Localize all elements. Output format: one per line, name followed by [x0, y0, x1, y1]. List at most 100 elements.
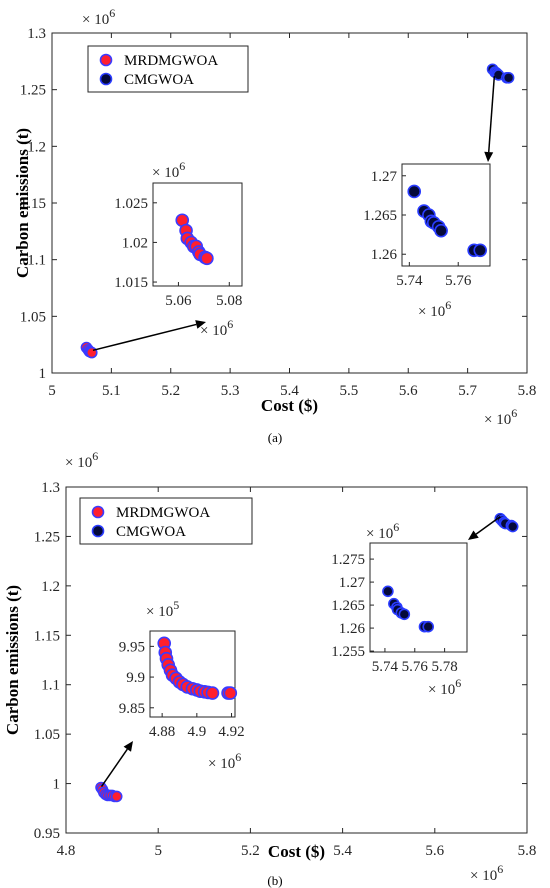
- panel-a-ytick-label: 1.2: [27, 139, 46, 155]
- panel-a-caption: (a): [268, 430, 282, 445]
- panel-b-inset-2-xtick-label: 5.78: [431, 659, 457, 675]
- panel-a-ytick-label: 1.05: [20, 309, 46, 325]
- panel-a-xtick-label: 5.7: [458, 383, 477, 399]
- panel-a-inset-2-xtick-label: 5.74: [396, 273, 423, 289]
- panel-b-x-axis-label: Cost ($): [268, 842, 325, 861]
- panel-a-ytick-label: 1: [39, 366, 47, 382]
- panel-a-arrow-2-shaft: [487, 76, 496, 153]
- panel-a-legend: [87, 45, 249, 93]
- panel-a-x-axis-label: Cost ($): [261, 396, 318, 415]
- panel-b-inset-1-xtick-label: 4.9: [187, 724, 206, 740]
- panel-a-legend-marker-cmgwoa: [99, 72, 113, 86]
- panel-a-inset-1-ytick-label: 1.025: [114, 196, 148, 212]
- panel-a-inset-2: 5.74 5.76 1.26 1.265 1.27: [363, 163, 491, 289]
- panel-a-xtick-label: 5.6: [399, 383, 418, 399]
- panel-a-inset-2-point-cmgwoa: [434, 223, 448, 238]
- panel-b-inset-2-xtick-label: 5.76: [402, 659, 429, 675]
- panel-b-inset-1-y-multiplier: × 105: [146, 598, 179, 620]
- panel-b-arrow-1-shaft: [100, 748, 128, 787]
- panel-b-point-mrdmgwoa: [110, 790, 123, 803]
- panel-a-y-multiplier: × 106: [82, 6, 115, 28]
- panel-b-inset-1: 4.88 4.9 4.92 9.85 9.9 9.95: [119, 630, 245, 740]
- panel-b-inset-2-point-cmgwoa: [398, 608, 411, 621]
- panel-b-legend-label: CMGWOA: [116, 524, 186, 540]
- panel-a-inset-1-point-mrdmgwoa: [200, 251, 214, 266]
- panel-a-xtick-label: 5.1: [102, 383, 121, 399]
- panel-b-legend-marker-cmgwoa: [91, 524, 105, 538]
- panel-b-inset-1-xtick-label: 4.92: [218, 724, 244, 740]
- panel-a-ytick-label: 1.1: [27, 253, 46, 269]
- panel-a-inset-1-x-multiplier: × 106: [200, 317, 233, 339]
- panel-b-inset-1-ytick-label: 9.85: [119, 701, 145, 717]
- panel-b-legend: [79, 497, 253, 545]
- panel-b-xtick-label: 5: [154, 843, 162, 859]
- panel-b-ytick-label: 1.05: [34, 727, 60, 743]
- panel-b-ytick-label: 1.3: [41, 480, 60, 496]
- panel-a-legend-label: CMGWOA: [124, 72, 194, 88]
- panel-b-inset-2-ytick-label: 1.275: [331, 552, 365, 568]
- panel-b-xtick-label: 5.6: [425, 843, 444, 859]
- panel-a-legend-label: MRDMGWOA: [124, 53, 218, 69]
- panel-b-ytick-label: 1.25: [34, 529, 60, 545]
- panel-b-y-multiplier: × 106: [65, 449, 98, 471]
- panel-a-arrow-1-shaft: [92, 323, 197, 352]
- panel-a-inset-1-frame: [152, 182, 243, 287]
- panel-b-xtick-label: 5.2: [241, 843, 260, 859]
- panel-b-inset-2-y-multiplier: × 106: [366, 520, 399, 542]
- panel-a-inset-2-ytick-label: 1.26: [371, 247, 398, 263]
- panel-a-inset-2-x-multiplier: × 106: [418, 298, 451, 320]
- panel-b-ytick-label: 1: [53, 777, 61, 793]
- panel-b-inset-2-point-cmgwoa: [382, 585, 394, 598]
- panel-a-xtick-label: 5.2: [161, 383, 180, 399]
- panel-b-inset-1-point-mrdmgwoa: [223, 686, 238, 700]
- panel-a-xtick-label: 5.5: [340, 383, 359, 399]
- panel-a-x-multiplier: × 106: [484, 406, 517, 428]
- panel-a-inset-2-point-cmgwoa: [407, 184, 422, 199]
- panel-a-inset-1: 5.06 5.08 1.015 1.02 1.025: [114, 182, 243, 309]
- panel-b-inset-1-point-mrdmgwoa: [205, 686, 220, 700]
- panel-b-inset-1-ytick-label: 9.9: [126, 670, 145, 686]
- panel-b-caption: (b): [267, 873, 282, 888]
- panel-b-ytick-label: 1.1: [41, 678, 60, 694]
- panel-b-inset-1-xtick-label: 4.88: [149, 724, 175, 740]
- panel-a-inset-1-y-multiplier: × 106: [152, 159, 185, 181]
- panel-a-inset-1-xtick-label: 5.06: [165, 293, 192, 309]
- panel-b-arrow-1-head: [123, 741, 133, 752]
- panel-a-inset-2-ytick-label: 1.27: [371, 169, 398, 185]
- panel-a-inset-2-xtick-label: 5.76: [445, 273, 472, 289]
- panel-a-ytick-label: 1.15: [20, 196, 46, 212]
- panel-b-ytick-label: 1.15: [34, 628, 60, 644]
- panel-b-xtick-label: 5.8: [518, 843, 537, 859]
- panel-b-x-multiplier: × 106: [470, 862, 503, 884]
- panel-b-xtick-label: 5.4: [333, 843, 352, 859]
- panel-a-xtick-label: 5: [48, 383, 56, 399]
- panel-a-inset-2-point-cmgwoa: [473, 243, 488, 258]
- panel-b-inset-2-ytick-label: 1.255: [331, 644, 365, 660]
- panel-b-inset-2-xtick-label: 5.74: [372, 659, 399, 675]
- panel-a-ytick-label: 1.25: [20, 83, 46, 99]
- panel-b-inset-1-x-multiplier: × 106: [208, 750, 241, 772]
- panel-a-ytick-label: 1.3: [27, 26, 46, 42]
- panel-b-arrow-2-shaft: [475, 516, 501, 535]
- panel-b-inset-1-ytick-label: 9.95: [119, 639, 145, 655]
- panel-b-ytick-label: 0.95: [34, 826, 60, 842]
- panel-b-inset-2-x-multiplier: × 106: [428, 676, 461, 698]
- panel-a-xtick-label: 5.8: [518, 383, 537, 399]
- panel-b-legend-marker-mrdmgwoa: [91, 505, 105, 519]
- panel-b-inset-2-ytick-label: 1.26: [339, 621, 366, 637]
- panel-a-inset-1-ytick-label: 1.02: [122, 235, 148, 251]
- panel-a-y-axis-label: Carbon emissions (t): [13, 128, 32, 278]
- panel-b-inset-2: 5.74 5.76 5.78 1.255 1.26 1.265 1.27 1.275: [331, 542, 468, 675]
- panel-a-inset-1-ytick-label: 1.015: [114, 275, 148, 291]
- panel-b-point-cmgwoa: [506, 520, 519, 533]
- panel-b-inset-2-ytick-label: 1.27: [339, 575, 366, 591]
- panel-b-inset-2-ytick-label: 1.265: [331, 598, 365, 614]
- panel-a-point-cmgwoa: [502, 71, 515, 84]
- panel-a-inset-1-xtick-label: 5.08: [216, 293, 242, 309]
- panel-b-inset-2-point-cmgwoa: [422, 620, 435, 633]
- panel-a-xtick-label: 5.3: [221, 383, 240, 399]
- panel-a-legend-marker-mrdmgwoa: [99, 53, 113, 67]
- panel-a-arrow-2-head: [484, 151, 494, 162]
- panel-b-arrow-2-head: [468, 530, 479, 540]
